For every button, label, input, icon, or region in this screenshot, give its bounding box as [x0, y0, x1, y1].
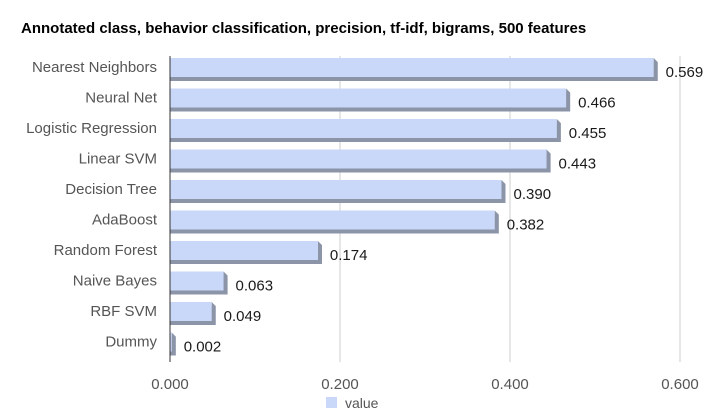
bar-series: [170, 58, 658, 356]
bar-bottom-face: [170, 229, 499, 234]
category-label: Logistic Regression: [26, 120, 157, 137]
category-label: Nearest Neighbors: [32, 59, 157, 76]
category-label: RBF SVM: [90, 303, 157, 320]
value-label: 0.049: [224, 308, 262, 325]
legend: value: [326, 395, 379, 411]
value-label: 0.443: [559, 156, 597, 173]
chart-title: Annotated class, behavior classification…: [21, 20, 587, 37]
bar-bottom-face: [170, 260, 322, 264]
category-label: Dummy: [105, 334, 157, 351]
bar-right-face: [171, 336, 176, 356]
bar-naive-bayes: [170, 271, 228, 295]
category-labels: Nearest Neighbors Neural Net Logistic Regr…: [26, 59, 158, 351]
bar-front-face: [170, 210, 495, 230]
bar-right-face: [501, 184, 506, 203]
bar-nearest-neighbors: [170, 58, 658, 81]
bar-front-face: [170, 88, 567, 108]
x-tick-label: 0.000: [151, 376, 189, 393]
bar-right-face: [211, 306, 216, 325]
bar-right-face: [494, 214, 499, 234]
bar-right-face: [556, 123, 561, 142]
bar-rbf-svm: [170, 302, 216, 325]
bar-front-face: [170, 241, 318, 260]
bar-front-face: [170, 271, 224, 291]
value-label: 0.569: [666, 64, 704, 81]
bar-bottom-face: [170, 138, 561, 142]
bar-right-face: [546, 153, 551, 173]
bar-right-face: [317, 245, 322, 264]
bar-dummy: [170, 332, 176, 356]
bar-decision-tree: [170, 180, 506, 203]
bar-bottom-face: [170, 199, 506, 203]
value-label: 0.390: [514, 186, 552, 203]
bar-random-forest: [170, 241, 322, 264]
x-axis-ticks: 0.000 0.200 0.400 0.600: [151, 376, 699, 393]
category-label: Random Forest: [54, 242, 158, 259]
bar-neural-net: [170, 88, 571, 112]
bar-logistic-regression: [170, 119, 561, 142]
bar-adaboost: [170, 210, 499, 234]
bar-bottom-face: [170, 321, 216, 325]
x-tick-label: 0.600: [661, 376, 699, 393]
value-labels: 0.569 0.466 0.455 0.443 0.390 0.382 0.174 0.063…: [184, 64, 703, 356]
bar-bottom-face: [170, 77, 658, 81]
category-label: Decision Tree: [65, 181, 157, 198]
value-label: 0.466: [578, 95, 616, 112]
value-label: 0.455: [569, 125, 607, 142]
x-tick-label: 0.400: [491, 376, 529, 393]
bar-front-face: [170, 332, 172, 352]
bar-front-face: [170, 58, 654, 77]
category-label: Neural Net: [85, 90, 158, 107]
category-label: Linear SVM: [79, 151, 157, 168]
value-label: 0.174: [330, 247, 368, 264]
bar-bottom-face: [170, 290, 228, 295]
bar-right-face: [223, 275, 228, 295]
bar-right-face: [653, 62, 658, 81]
value-label: 0.382: [507, 217, 545, 234]
value-label: 0.063: [236, 278, 274, 295]
category-label: AdaBoost: [92, 212, 158, 229]
bar-front-face: [170, 119, 557, 138]
x-tick-label: 0.200: [321, 376, 359, 393]
value-label: 0.002: [184, 339, 222, 356]
bar-linear-svm: [170, 149, 551, 173]
bar-right-face: [566, 92, 571, 112]
category-label: Naive Bayes: [73, 273, 157, 290]
bar-front-face: [170, 302, 212, 321]
bar-bottom-face: [170, 107, 571, 112]
bar-front-face: [170, 180, 502, 199]
legend-swatch: [326, 397, 337, 408]
bar-front-face: [170, 149, 547, 169]
legend-label: value: [345, 395, 379, 411]
bar-bottom-face: [170, 168, 551, 173]
